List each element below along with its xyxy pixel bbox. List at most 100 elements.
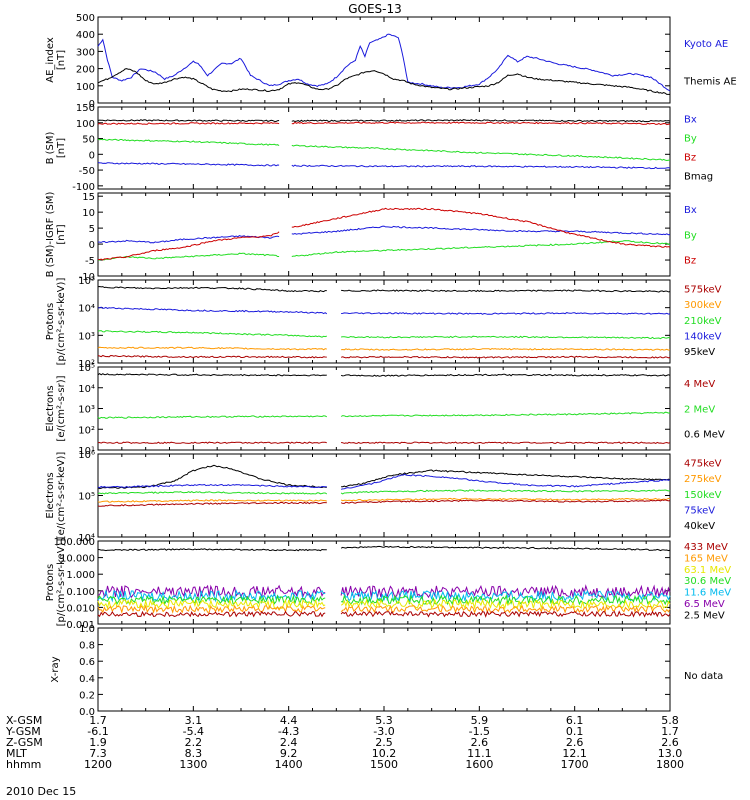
panel-frame [97, 627, 671, 712]
series-line-4-mev [97, 441, 327, 444]
y-tick-label: 50 [82, 135, 95, 146]
y-tick-label: 500 [76, 13, 95, 24]
y-axis-label: X-ray [50, 656, 61, 682]
footer-value: 0.1 [566, 725, 584, 738]
legend-entry: Bx [684, 114, 697, 125]
series-line-433-mev [97, 610, 326, 618]
footer-value: 1.9 [89, 736, 107, 749]
footer-value: 4.4 [280, 714, 298, 727]
legend-entry: 433 MeV [684, 542, 728, 553]
legend-entry: By [684, 133, 697, 144]
y-tick-label: 10⁶ [78, 450, 95, 461]
legend-entry: 165 MeV [684, 553, 728, 564]
legend-entry: 575keV [684, 285, 722, 296]
y-tick-label: 1.000 [66, 570, 95, 581]
series-line-210kev [97, 330, 327, 338]
footer-value: -3.0 [373, 725, 394, 738]
y-tick-label: 0 [89, 150, 95, 161]
footer-value: 2.6 [661, 736, 679, 749]
y-tick-label: 300 [76, 47, 95, 58]
y-tick-label: 0.100 [66, 587, 95, 598]
y-tick-label: 0.8 [79, 641, 95, 652]
y-tick-label: 10⁵ [78, 276, 95, 287]
y-axis-label: [nT] [56, 224, 67, 244]
footer-value: -6.1 [87, 725, 108, 738]
series-line-0-6-mev [340, 373, 671, 377]
series-line-bx [291, 164, 671, 170]
series-line-themis-ae [97, 68, 670, 95]
series-line-275kev [97, 499, 327, 503]
series-line-95kev [97, 285, 327, 293]
footer-group: X-GSM 1.7 3.1 4.4 5.3 5.9 6.1 5.8 Y-GSM -6.1 -5.4 -… [5, 714, 684, 771]
series-line-75kev [340, 473, 671, 490]
y-axis-label: [p/(cm²-s-sr-keV)] [56, 278, 67, 366]
legend-entry: 140keV [684, 332, 722, 343]
panel-frame [97, 453, 671, 538]
footer-row-label: Z-GSM [6, 736, 43, 749]
panel-frame [97, 192, 671, 277]
footer-value: 5.9 [471, 714, 489, 727]
y-tick-label: 10⁵ [78, 492, 95, 503]
legend-entry: Bz [684, 255, 696, 266]
legend-entry: 2 MeV [684, 404, 715, 415]
y-axis-label: B (SM) [45, 131, 56, 164]
y-tick-label: 0 [89, 99, 95, 110]
y-tick-label: 0.4 [79, 674, 95, 685]
y-axis-label: Electrons [45, 472, 56, 518]
y-tick-label: 0 [89, 240, 95, 251]
series-line-2-mev [340, 411, 671, 418]
footer-value: 1500 [370, 758, 398, 771]
series-line-6-5-mev [340, 584, 671, 599]
series-line-bz [291, 121, 671, 126]
series-line-by [291, 144, 671, 162]
series-line-kyoto-ae [97, 33, 671, 92]
series-line-75kev [97, 483, 327, 489]
y-tick-label: 0.6 [79, 657, 95, 668]
y-axis-label: Protons [45, 564, 56, 601]
series-line-165-mev [97, 604, 326, 615]
footer-value: 1200 [84, 758, 112, 771]
series-line-95kev [341, 289, 671, 293]
series-line-0-6-mev [97, 372, 327, 377]
series-line-11-6-mev [340, 589, 671, 603]
legend-entry: 75keV [684, 506, 715, 517]
legend-entry: Bx [684, 205, 697, 216]
footer-value: 2.5 [375, 736, 393, 749]
panel-4: 10² 10³ 10⁴ 10⁵ Protons [p/(cm²-s-sr-keV)] 575… [45, 276, 722, 370]
legend-entry: 11.6 MeV [684, 588, 731, 599]
panel-frame [97, 106, 671, 190]
legend-entry: 210keV [684, 316, 722, 327]
footer-value: 9.2 [280, 747, 298, 760]
y-tick-label: -100 [72, 182, 95, 193]
y-tick-label: 10.000 [60, 554, 95, 565]
footer-value: 10.2 [372, 747, 397, 760]
y-tick-label: 15 [82, 192, 95, 203]
legend-entry: 300keV [684, 300, 722, 311]
y-tick-label: 10⁴ [78, 384, 95, 395]
series-line-bmag [291, 119, 671, 123]
panel-8: 0.0 0.2 0.4 0.6 0.8 1.0 X-ray No data [50, 624, 723, 718]
series-line-bx [291, 225, 671, 236]
y-tick-label: 400 [76, 30, 95, 41]
footer-row-label: X-GSM [6, 714, 42, 727]
y-tick-label: 10¹ [78, 446, 95, 457]
panel-1: 0 100 200 300 400 500 AE_index [nT] Kyoto AE Them… [45, 13, 737, 110]
legend-entry: 63.1 MeV [684, 565, 731, 576]
footer-value: 1400 [275, 758, 303, 771]
series-line-2-5-mev [97, 548, 327, 552]
footer-value: 2.6 [566, 736, 584, 749]
y-tick-label: 10⁴ [78, 533, 95, 544]
series-line-475kev [340, 499, 671, 504]
y-axis-label: [e/(cm²-s-sr-keV)] [56, 452, 67, 540]
footer-value: 11.1 [467, 747, 492, 760]
footer-value: 1800 [656, 758, 684, 771]
y-axis-label: Electrons [45, 385, 56, 431]
panel-frame [97, 366, 671, 451]
y-tick-label: 0.010 [66, 603, 95, 614]
series-line-150kev [97, 491, 328, 495]
legend-entry: 150keV [684, 490, 722, 501]
footer-value: 12.1 [562, 747, 587, 760]
y-tick-label: 10 [82, 208, 95, 219]
footer-value: 1.7 [661, 725, 679, 738]
